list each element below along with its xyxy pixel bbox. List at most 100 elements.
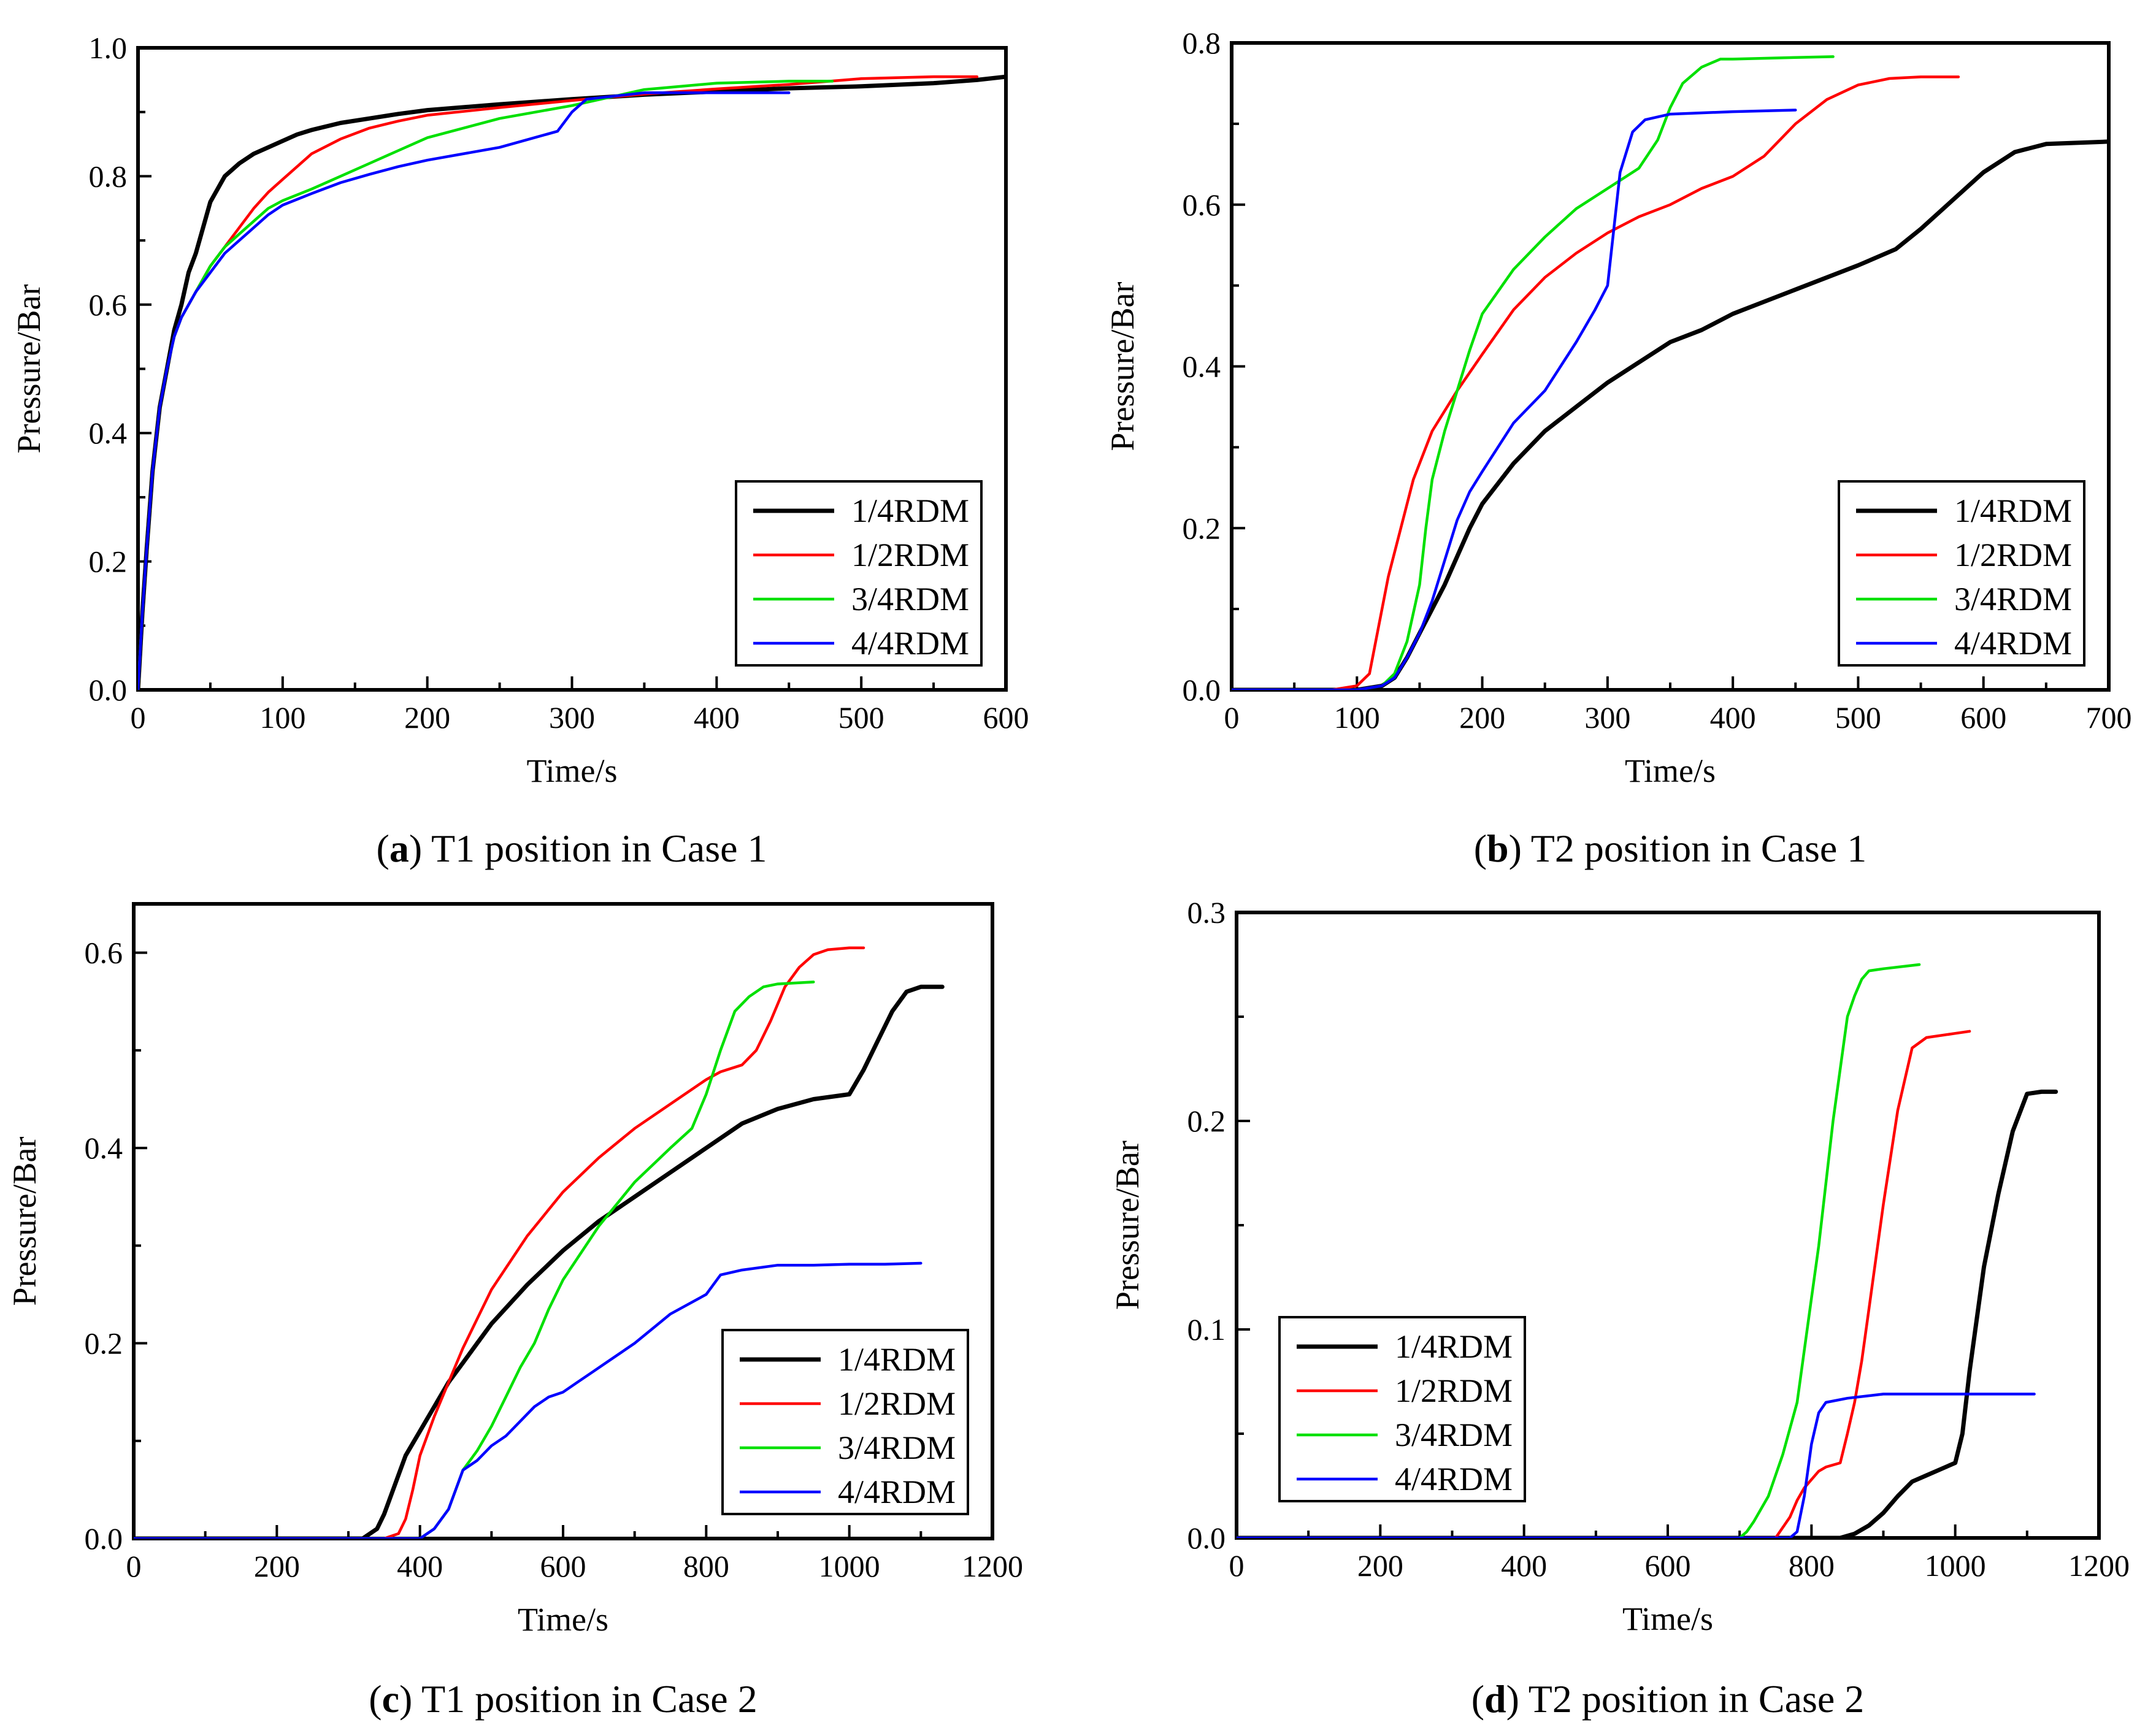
chart-caption: (c) T1 position in Case 2 [369,1677,757,1721]
caption-paren: ) [1506,1677,1519,1721]
x-axis-title: Time/s [526,752,617,789]
x-tick-label: 200 [1459,700,1505,735]
series-line-3-4rdm [134,981,815,1539]
y-tick-label: 0.0 [89,673,128,707]
y-tick-label: 1.0 [89,31,128,65]
y-tick-label: 0.3 [1187,895,1226,930]
caption-paren: ( [377,827,389,870]
series-line-3-4rdm [1237,963,1921,1538]
x-tick-label: 400 [1501,1548,1547,1583]
chart-a: 0 100 200 300 400 500 600 0.0 0.2 0.4 0.6 0.8 1.0 Tim… [10,31,1029,870]
legend-entry: 1/4RDM [1395,1328,1513,1365]
series-line-4-4rdm [1232,109,1797,690]
chart-caption: (b) T2 position in Case 1 [1474,827,1867,870]
caption-paren: ) [409,827,422,870]
legend-entry: 1/4RDM [838,1341,956,1378]
x-tick-label: 200 [404,700,450,735]
caption-paren: ( [1471,1677,1484,1721]
legend-entry: 4/4RDM [838,1474,956,1510]
legend-entry: 1/4RDM [851,492,969,529]
y-tick-label: 0.0 [1183,673,1221,707]
x-tick-label: 800 [1789,1548,1835,1583]
legend-entry: 4/4RDM [851,625,969,662]
series-line-1-4rdm [134,984,945,1539]
series-line-4-4rdm [1237,1393,2036,1538]
series-line-4-4rdm [134,1261,923,1539]
x-tick-label: 600 [540,1549,586,1583]
x-tick-label: 1000 [1925,1548,1986,1583]
x-axis-title: Time/s [1625,752,1716,789]
x-tick-label: 0 [1224,700,1240,735]
y-axis-title: Pressure/Bar [10,285,47,454]
x-tick-label: 1000 [819,1549,880,1583]
y-tick-label: 0.8 [89,159,128,193]
y-tick-label: 0.2 [1183,511,1221,545]
x-tick-label: 300 [549,700,595,735]
y-tick-label: 0.2 [89,545,128,579]
x-tick-label: 800 [683,1549,729,1583]
caption-letter: a [389,827,409,870]
series-line-1-2rdm [1237,1030,1971,1538]
chart-d: 0 200 400 600 800 1000 1200 0.0 0.1 0.2 0.3 Time/s P… [1109,895,2130,1721]
caption-paren: ( [1474,827,1487,870]
y-tick-label: 0.2 [1187,1104,1226,1138]
y-tick-label: 0.6 [85,936,123,970]
x-tick-label: 0 [131,700,146,735]
series-line-4-4rdm [138,91,791,690]
x-axis-title: Time/s [1622,1600,1713,1637]
caption-letter: b [1487,827,1509,870]
x-tick-label: 200 [1357,1548,1403,1583]
caption-text: T1 position in Case 2 [412,1677,757,1721]
x-tick-label: 400 [1710,700,1756,735]
series-line-3-4rdm [138,80,834,690]
caption-text: T2 position in Case 1 [1522,827,1866,870]
caption-letter: d [1484,1677,1506,1721]
x-tick-label: 100 [1334,700,1380,735]
caption-letter: c [382,1677,399,1721]
caption-text: T1 position in Case 1 [422,827,767,870]
y-tick-label: 0.2 [85,1326,123,1361]
legend-entry: 1/4RDM [1954,492,2072,529]
y-tick-label: 0.4 [1183,350,1221,384]
x-tick-label: 600 [1960,700,2006,735]
series-line-1-2rdm [134,946,865,1539]
y-tick-label: 0.1 [1187,1312,1226,1347]
legend-entry: 1/2RDM [1395,1372,1513,1409]
y-axis-title: Pressure/Bar [1109,1141,1146,1310]
legend-entry: 3/4RDM [1954,581,2072,618]
chart-caption: (a) T1 position in Case 1 [377,827,767,870]
legend-entry: 4/4RDM [1395,1461,1513,1497]
y-tick-label: 0.8 [1183,26,1221,60]
x-tick-label: 100 [259,700,305,735]
y-axis-title: Pressure/Bar [1104,282,1141,451]
x-tick-label: 1200 [962,1549,1023,1583]
x-tick-label: 500 [838,700,884,735]
series-line-1-4rdm [1237,1089,2058,1538]
x-tick-label: 700 [2086,700,2132,735]
x-tick-label: 500 [1835,700,1881,735]
y-tick-label: 0.4 [85,1131,123,1165]
legend-entry: 1/2RDM [838,1385,956,1422]
legend-entry: 1/2RDM [851,537,969,573]
legend-entry: 3/4RDM [851,581,969,618]
legend-entry: 3/4RDM [1395,1417,1513,1453]
x-tick-label: 0 [1229,1548,1245,1583]
series-line-1-2rdm [1232,75,1960,690]
y-tick-label: 0.4 [89,416,128,450]
x-tick-label: 0 [126,1549,142,1583]
caption-paren: ) [1509,827,1522,870]
caption-paren: ( [369,1677,382,1721]
legend-entry: 1/2RDM [1954,537,2072,573]
x-tick-label: 600 [1645,1548,1691,1583]
x-tick-label: 200 [254,1549,300,1583]
caption-text: T2 position in Case 2 [1519,1677,1864,1721]
x-tick-label: 300 [1584,700,1630,735]
caption-paren: ) [399,1677,412,1721]
y-tick-label: 0.6 [89,288,128,322]
x-tick-label: 400 [694,700,740,735]
y-tick-label: 0.6 [1183,188,1221,222]
x-axis-title: Time/s [518,1601,608,1638]
series-line-3-4rdm [1232,55,1835,690]
chart-b: 0 100 200 300 400 500 600 700 0.0 0.2 0.4 0.6 0.8 Tim… [1104,26,2132,870]
